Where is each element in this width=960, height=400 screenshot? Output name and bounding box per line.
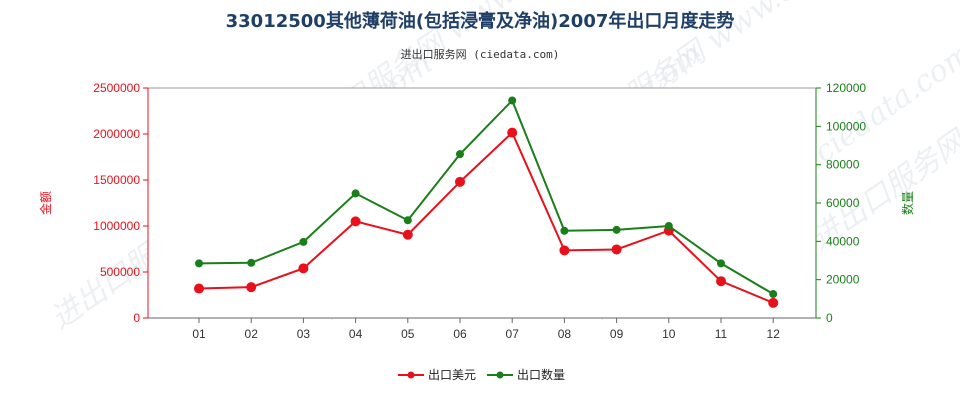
series-line-2 xyxy=(198,98,774,295)
series-1-point xyxy=(716,276,726,287)
left-tick-label: 2500000 xyxy=(93,81,140,95)
right-tick-label: 20000 xyxy=(826,273,860,287)
series-2-point xyxy=(403,216,412,225)
series-1-point xyxy=(507,127,518,138)
right-axis-label: 数量 xyxy=(900,191,915,215)
series-1-point xyxy=(768,297,779,308)
series-2-point xyxy=(664,222,673,230)
series-2-point xyxy=(612,225,621,234)
series-2-point xyxy=(351,189,360,198)
right-tick-label: 120000 xyxy=(826,81,866,95)
legend-marker xyxy=(407,371,415,379)
plot-frame xyxy=(147,87,817,319)
x-tick-label: 04 xyxy=(349,327,363,341)
left-tick-label: 500000 xyxy=(100,265,140,279)
right-tick-label: 0 xyxy=(826,311,833,325)
series-1-point xyxy=(402,229,413,240)
legend: 出口美元 出口数量 xyxy=(398,367,565,382)
x-tick-label: 07 xyxy=(506,327,520,341)
chart-title: 33012500其他薄荷油(包括浸膏及净油)2007年出口月度走势 xyxy=(226,10,735,32)
series-1-point xyxy=(455,176,465,187)
series-1-point xyxy=(194,283,204,294)
left-tick-label: 1000000 xyxy=(93,219,140,233)
x-tick-label: 02 xyxy=(245,327,259,341)
series-layer xyxy=(194,96,779,308)
left-tick-label: 1500000 xyxy=(93,173,140,187)
chart-subtitle: 进出口服务网 (ciedata.com) xyxy=(401,47,560,61)
series-2-point xyxy=(195,259,203,268)
series-1-point xyxy=(246,282,257,293)
plot-area xyxy=(147,87,817,319)
x-tick-label: 03 xyxy=(297,327,311,341)
right-tick-label: 60000 xyxy=(826,196,860,210)
series-1-point xyxy=(350,216,361,227)
left-axis-label: 金额 xyxy=(38,191,53,215)
x-tick-label: 11 xyxy=(715,327,728,341)
right-tick-label: 80000 xyxy=(826,158,860,172)
series-2-point xyxy=(560,226,569,235)
x-axis: 01 02 03 04 05 06 07 08 09 10 11 12 xyxy=(148,317,816,341)
x-tick-label: 09 xyxy=(610,327,624,341)
x-tick-label: 12 xyxy=(767,327,781,341)
x-tick-label: 05 xyxy=(401,327,415,341)
right-axis: 0 20000 40000 60000 80000 100000 120000 xyxy=(815,81,866,325)
left-tick-label: 2000000 xyxy=(93,127,140,141)
x-tick-label: 06 xyxy=(453,327,467,341)
series-line-1 xyxy=(198,130,774,304)
series-1-point xyxy=(559,245,570,256)
series-2-point xyxy=(769,290,778,299)
left-tick-label: 0 xyxy=(133,311,140,325)
series-2-point xyxy=(456,150,464,159)
x-tick-label: 10 xyxy=(662,327,676,341)
legend-label: 出口美元 xyxy=(428,368,476,382)
x-tick-label: 08 xyxy=(558,327,572,341)
series-2-point xyxy=(717,259,725,268)
legend-label: 出口数量 xyxy=(517,367,565,382)
series-2-point xyxy=(247,258,256,267)
series-2-point xyxy=(508,96,517,105)
series-2-point xyxy=(299,237,308,246)
left-axis: 0 500000 1000000 1500000 2000000 2500000 xyxy=(93,81,149,325)
x-tick-label: 01 xyxy=(192,327,206,341)
right-tick-label: 40000 xyxy=(826,234,860,248)
series-1-point xyxy=(298,263,309,274)
series-1-point xyxy=(611,244,622,255)
right-tick-label: 100000 xyxy=(826,119,866,133)
legend-marker xyxy=(496,371,504,379)
